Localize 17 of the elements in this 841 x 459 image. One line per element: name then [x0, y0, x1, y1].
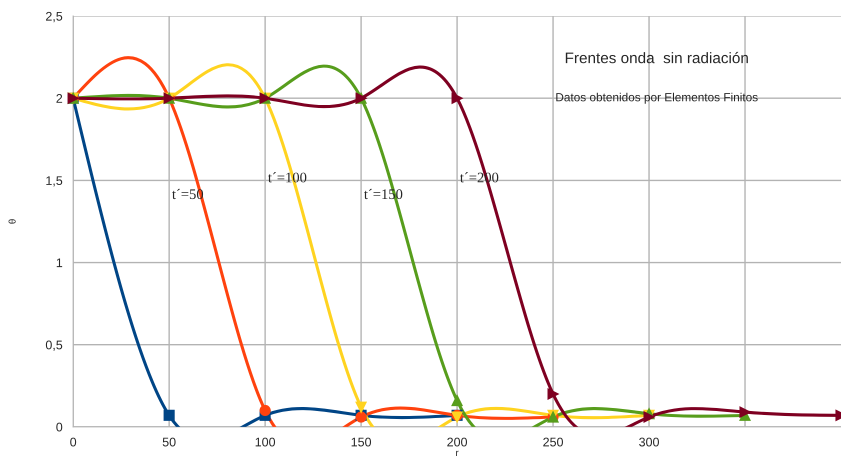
text: Datos obtenidos por Elementos Finitos [556, 92, 758, 104]
x-tick-label: 200 [447, 438, 468, 446]
text: Frentes onda sin radiación [566, 52, 748, 64]
x-tick-label: 100 [256, 438, 276, 446]
y-tick-label: 0 [56, 422, 62, 432]
x-tick-label: 0 [70, 438, 76, 446]
y-tick-label: 1,5 [46, 176, 62, 187]
x-tick-label: 300 [639, 438, 659, 446]
y-tick-label: 0,5 [46, 340, 62, 351]
y-tick-label: 2,5 [46, 12, 62, 22]
y-axis-title: θ [8, 219, 16, 224]
x-tick-label: 150 [352, 438, 372, 446]
y-tick-label: 1 [56, 258, 62, 268]
x-tick-label: 50 [162, 438, 176, 446]
y-tick-label: 2 [56, 94, 62, 103]
x-tick-label: 250 [543, 438, 564, 446]
x-axis-title: r [456, 450, 459, 456]
